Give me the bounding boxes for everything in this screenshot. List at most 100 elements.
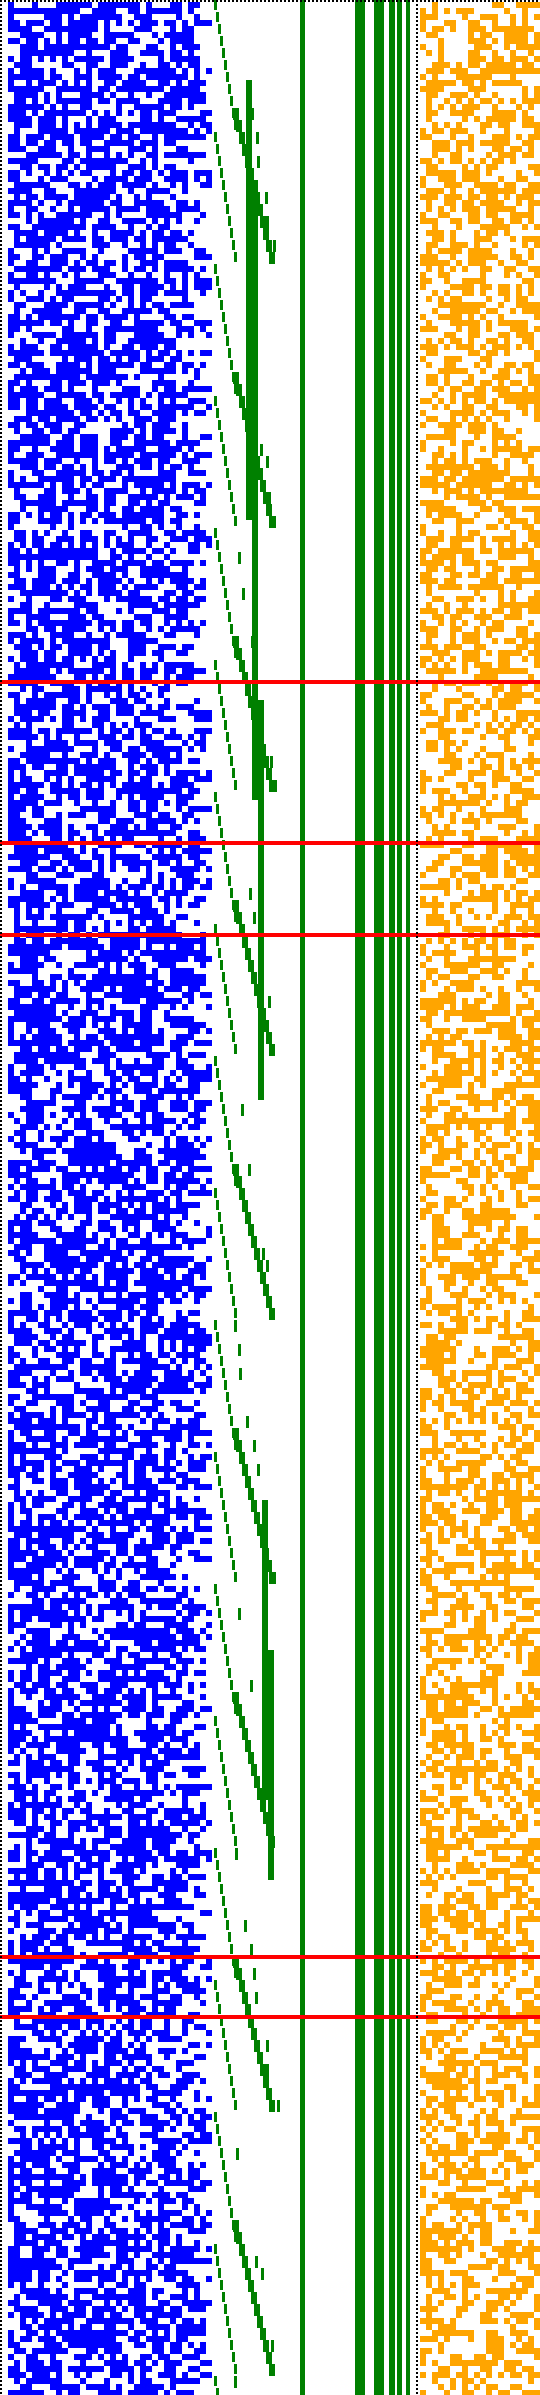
blue-cell-run <box>8 2354 14 2360</box>
orange-cell <box>528 26 534 32</box>
orange-cell <box>438 512 444 518</box>
blue-cell-run <box>38 2336 56 2342</box>
green-step-bar <box>233 1692 239 1704</box>
blue-cell-run <box>176 902 182 908</box>
blue-cell-run <box>176 1364 182 1370</box>
blue-cell-run <box>38 518 62 524</box>
blue-cell-run <box>170 2306 182 2312</box>
green-step-bar <box>233 1956 239 1968</box>
green-step-bar <box>254 1776 260 1788</box>
blue-cell-run <box>56 452 98 458</box>
green-step-tick <box>216 408 219 418</box>
blue-cell-run <box>158 2270 188 2276</box>
green-step-tick <box>218 1872 221 1882</box>
orange-cell <box>522 44 528 50</box>
blue-cell-run <box>128 188 134 194</box>
blue-cell-run <box>200 2360 212 2366</box>
orange-cell <box>486 704 492 710</box>
orange-cell <box>438 788 444 794</box>
blue-cell-run <box>134 1472 146 1478</box>
blue-cell-run <box>158 836 164 842</box>
blue-cell-run <box>50 1484 68 1490</box>
green-column-segment <box>268 1650 274 1880</box>
blue-cell-run <box>128 1712 140 1718</box>
blue-cell-run <box>164 2054 170 2060</box>
blue-cell-run <box>110 1532 134 1538</box>
orange-cell <box>534 392 540 398</box>
orange-cell <box>462 632 468 638</box>
blue-cell-run <box>188 464 194 470</box>
blue-cell-run <box>20 776 32 782</box>
blue-cell-run <box>56 416 80 422</box>
orange-cell <box>528 788 534 794</box>
blue-cell-run <box>194 536 212 542</box>
orange-cell <box>432 746 438 752</box>
blue-cell-run <box>200 1706 212 1712</box>
orange-cell <box>420 812 426 818</box>
green-step-tick <box>249 888 252 900</box>
green-step-tick <box>224 1908 227 1918</box>
orange-cell <box>498 26 504 32</box>
orange-cell <box>420 8 426 14</box>
blue-cell-run <box>188 1550 200 1556</box>
orange-cell <box>438 620 444 626</box>
orange-cell <box>534 398 540 404</box>
blue-cell-run <box>200 2162 206 2168</box>
orange-cell <box>468 536 474 542</box>
orange-cell <box>426 512 432 518</box>
blue-cell-run <box>8 1166 20 1172</box>
blue-cell-run <box>92 1790 98 1796</box>
blue-cell-run <box>188 350 194 356</box>
blue-cell-run <box>146 1232 152 1238</box>
orange-cell <box>504 512 510 518</box>
green-step-tick <box>268 996 271 1008</box>
blue-cell-run <box>74 1934 86 1940</box>
blue-cell-run <box>98 1112 122 1118</box>
blue-cell-run <box>32 584 50 590</box>
orange-cell <box>480 314 486 320</box>
blue-cell-run <box>74 1976 80 1982</box>
blue-cell-run <box>122 2354 128 2360</box>
blue-cell-run <box>50 296 56 302</box>
blue-cell-run <box>206 1976 212 1982</box>
blue-cell-run <box>68 1700 74 1706</box>
blue-cell-run <box>164 1454 176 1460</box>
blue-cell-run <box>188 1832 200 1838</box>
orange-cell <box>432 488 438 494</box>
orange-cell <box>432 308 438 314</box>
blue-cell-run <box>62 1358 74 1364</box>
blue-cell-run <box>50 1334 56 1340</box>
green-step-tick <box>222 180 225 190</box>
blue-cell-run <box>122 308 152 314</box>
blue-cell-run <box>164 272 170 278</box>
blue-cell-run <box>74 2198 110 2204</box>
green-step-tick <box>230 756 233 766</box>
orange-cell <box>510 482 516 488</box>
blue-cell-run <box>206 1622 212 1628</box>
orange-cell <box>492 212 498 218</box>
orange-cell <box>492 338 498 344</box>
blue-cell-run <box>86 776 116 782</box>
green-step-bar <box>233 636 239 648</box>
orange-cell <box>426 110 432 116</box>
blue-cell-run <box>176 1058 188 1064</box>
blue-cell-run <box>152 1874 164 1880</box>
blue-cell-run <box>122 2096 128 2102</box>
blue-cell-run <box>8 2366 20 2372</box>
blue-cell-run <box>182 434 188 440</box>
blue-cell-run <box>116 1160 152 1166</box>
blue-cell-run <box>182 1730 194 1736</box>
blue-cell-run <box>110 770 122 776</box>
blue-cell-run <box>92 1742 104 1748</box>
blue-cell-run <box>158 656 164 662</box>
green-step-tick <box>216 540 219 550</box>
blue-cell-run <box>32 1808 44 1814</box>
orange-cell <box>468 572 474 578</box>
blue-cell-run <box>92 746 98 752</box>
orange-cell <box>504 32 510 38</box>
blue-cell-run <box>38 80 56 86</box>
orange-cell <box>426 254 432 260</box>
blue-cell-run <box>8 734 38 740</box>
blue-cell-run <box>8 2120 14 2126</box>
blue-cell-run <box>122 1340 146 1346</box>
